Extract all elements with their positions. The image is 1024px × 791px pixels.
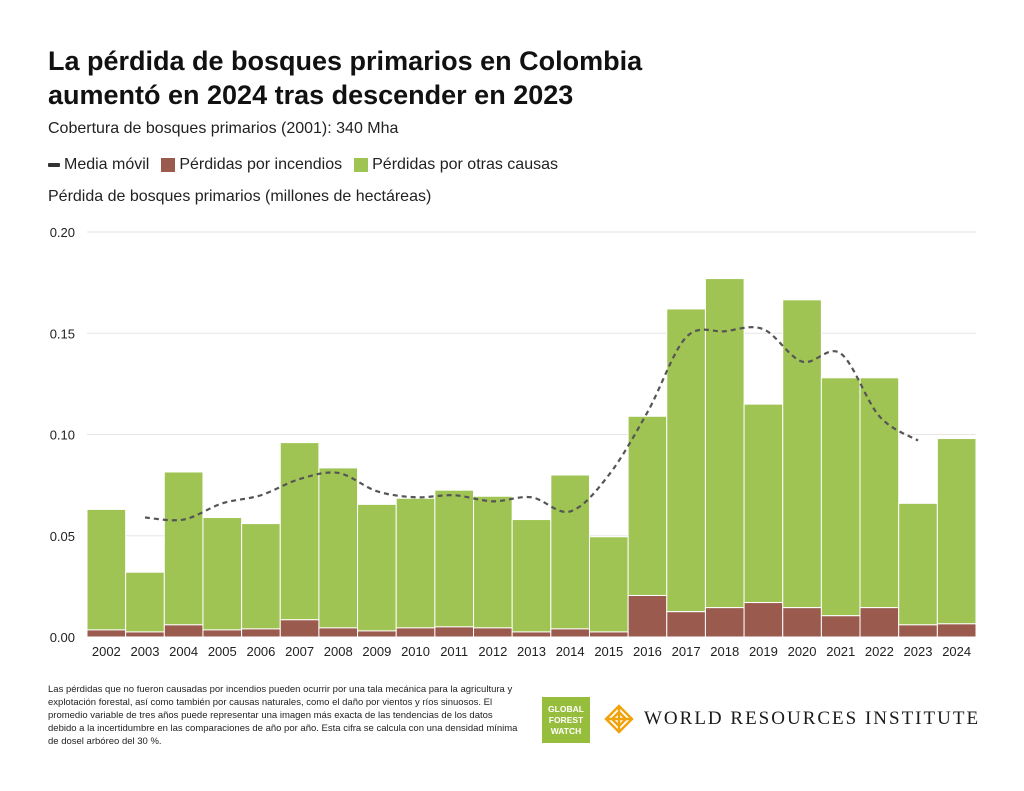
y-tick-label: 0.00 bbox=[50, 630, 75, 645]
bar-fire bbox=[511, 631, 552, 638]
bar-other-causes bbox=[473, 495, 513, 629]
bar-other-causes bbox=[898, 502, 938, 626]
x-tick-label: 2009 bbox=[362, 644, 391, 659]
gfw-logo-line-1: GLOBAL bbox=[548, 703, 584, 714]
x-tick-label: 2006 bbox=[246, 644, 275, 659]
bar-chart: 0.00 0.05 0.10 0.15 0.20 2002 2003 2004 2005 2006… bbox=[50, 225, 977, 659]
chart-title: La pérdida de bosques primarios en Colom… bbox=[48, 44, 768, 112]
bar-other-causes bbox=[318, 467, 359, 629]
title-line-1: La pérdida de bosques primarios en Colom… bbox=[48, 46, 643, 76]
legend-moving-avg-label: Media móvil bbox=[64, 156, 150, 173]
legend-moving-avg: Media móvil bbox=[48, 156, 149, 174]
gfw-logo-line-3: WATCH bbox=[550, 725, 582, 736]
legend-dash-icon bbox=[48, 163, 60, 167]
y-tick-label: 0.10 bbox=[50, 428, 75, 443]
legend-fire-swatch bbox=[161, 158, 176, 172]
bar-fire bbox=[241, 628, 281, 638]
wri-logo-icon bbox=[604, 704, 634, 734]
x-tick-label: 2013 bbox=[517, 644, 546, 659]
bar-other-causes bbox=[241, 523, 281, 630]
bar-fire bbox=[588, 631, 629, 638]
bar-other-causes bbox=[511, 519, 552, 633]
y-tick-label: 0.20 bbox=[50, 225, 75, 240]
bar-other-causes bbox=[279, 442, 320, 621]
bar-other-causes bbox=[395, 497, 436, 629]
bar-fire bbox=[395, 627, 436, 638]
x-tick-label: 2019 bbox=[749, 644, 778, 659]
bar-other-causes bbox=[743, 403, 784, 604]
bar-other-causes bbox=[627, 415, 668, 596]
bar-other-causes bbox=[859, 377, 900, 609]
bar-fire bbox=[357, 630, 397, 638]
x-tick-label: 2005 bbox=[208, 644, 237, 659]
x-tick-label: 2016 bbox=[633, 644, 662, 659]
bar-fire bbox=[898, 624, 938, 638]
x-tick-label: 2017 bbox=[672, 644, 701, 659]
y-tick-label: 0.15 bbox=[50, 326, 75, 341]
bar-fire bbox=[627, 594, 668, 638]
x-tick-label: 2008 bbox=[324, 644, 353, 659]
bar-other-causes bbox=[357, 503, 397, 632]
chart-subtitle: Cobertura de bosques primarios (2001): 3… bbox=[48, 120, 399, 137]
bar-fire bbox=[202, 629, 243, 638]
bar-fire bbox=[318, 627, 359, 638]
legend-other-swatch bbox=[354, 158, 369, 172]
bar-fire bbox=[782, 607, 822, 638]
bar-other-causes bbox=[936, 438, 977, 625]
bar-fire bbox=[820, 615, 861, 638]
wri-logo-text: WORLD RESOURCES INSTITUTE bbox=[644, 708, 981, 729]
bar-fire bbox=[279, 619, 320, 638]
x-tick-label: 2004 bbox=[169, 644, 198, 659]
x-tick-label: 2021 bbox=[826, 644, 855, 659]
title-line-2: aumentó en 2024 tras descender en 2023 bbox=[48, 80, 574, 110]
legend-other: Pérdidas por otras causas bbox=[354, 156, 558, 174]
bar-other-causes bbox=[125, 571, 165, 633]
bar-fire bbox=[859, 607, 900, 638]
x-tick-label: 2003 bbox=[131, 644, 160, 659]
bar-other-causes bbox=[704, 278, 745, 609]
x-tick-label: 2014 bbox=[556, 644, 585, 659]
bar-other-causes bbox=[588, 536, 629, 633]
x-tick-label: 2002 bbox=[92, 644, 121, 659]
bar-fire bbox=[743, 602, 784, 638]
legend-other-label: Pérdidas por otras causas bbox=[372, 156, 558, 173]
footnote: Las pérdidas que no fueron causadas por … bbox=[48, 684, 518, 747]
x-tick-label: 2015 bbox=[594, 644, 623, 659]
moving-average-line bbox=[144, 326, 919, 522]
bar-other-causes bbox=[434, 489, 475, 628]
bar-other-causes bbox=[666, 308, 706, 613]
legend-fire-label: Pérdidas por incendios bbox=[179, 156, 343, 173]
bar-fire bbox=[666, 611, 706, 638]
x-tick-label: 2011 bbox=[440, 644, 468, 659]
x-tick-label: 2022 bbox=[865, 644, 894, 659]
bar-fire bbox=[434, 626, 475, 638]
x-tick-label: 2012 bbox=[478, 644, 507, 659]
x-tick-label: 2007 bbox=[285, 644, 314, 659]
bar-fire bbox=[125, 631, 165, 638]
bar-fire bbox=[936, 623, 977, 638]
y-tick-label: 0.05 bbox=[50, 529, 75, 544]
bar-other-causes bbox=[782, 299, 822, 609]
bar-fire bbox=[473, 627, 513, 638]
y-axis-label: Pérdida de bosques primarios (millones d… bbox=[48, 188, 432, 205]
x-tick-label: 2024 bbox=[942, 644, 971, 659]
bar-other-causes bbox=[202, 517, 243, 631]
x-tick-label: 2023 bbox=[904, 644, 933, 659]
x-tick-label: 2018 bbox=[710, 644, 739, 659]
bar-other-causes bbox=[86, 508, 127, 631]
bar-other-causes bbox=[163, 471, 204, 626]
bar-other-causes bbox=[820, 377, 861, 617]
chart-legend: Media móvil Pérdidas por incendios Pérdi… bbox=[48, 156, 570, 174]
bar-fire bbox=[704, 607, 745, 638]
bar-fire bbox=[163, 624, 204, 638]
x-tick-label: 2020 bbox=[788, 644, 817, 659]
bar-fire bbox=[550, 628, 590, 638]
bar-fire bbox=[86, 629, 127, 638]
bar-other-causes bbox=[550, 474, 590, 630]
legend-fire: Pérdidas por incendios bbox=[161, 156, 342, 174]
gfw-logo: GLOBAL FOREST WATCH bbox=[542, 697, 590, 743]
x-tick-label: 2010 bbox=[401, 644, 430, 659]
gfw-logo-line-2: FOREST bbox=[548, 714, 584, 725]
